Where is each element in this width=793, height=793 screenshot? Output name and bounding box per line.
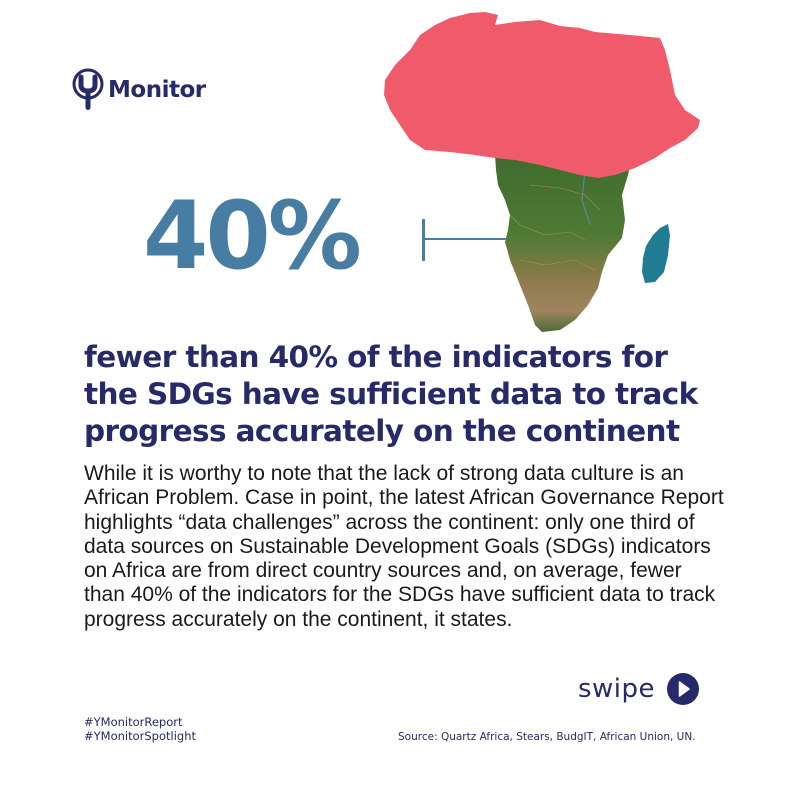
headline: fewer than 40% of the indicators for the… xyxy=(84,340,698,448)
y-monitor-logo-icon xyxy=(72,68,104,110)
logo-text: Monitor xyxy=(108,77,206,103)
africa-map-icon xyxy=(384,12,700,332)
connector-line-tick xyxy=(422,219,425,261)
swipe-button[interactable]: swipe xyxy=(578,673,700,705)
swipe-label: swipe xyxy=(578,674,656,704)
madagascar-region xyxy=(642,224,670,283)
hashtag[interactable]: #YMonitorSpotlight xyxy=(84,729,197,743)
play-circle-icon[interactable] xyxy=(667,673,700,705)
northern-africa-region xyxy=(384,12,700,178)
hashtag[interactable]: #YMonitorReport xyxy=(84,715,183,729)
southern-africa-region xyxy=(495,155,632,332)
body-paragraph: While it is worthy to note that the lack… xyxy=(84,462,724,631)
brand-logo: Monitor xyxy=(71,68,206,112)
connector-line xyxy=(424,238,507,240)
hashtags: #YMonitorReport #YMonitorSpotlight xyxy=(84,715,196,743)
hero-stat: 40% xyxy=(143,182,362,291)
source-credit: Source: Quartz Africa, Stears, BudgIT, A… xyxy=(398,731,696,743)
